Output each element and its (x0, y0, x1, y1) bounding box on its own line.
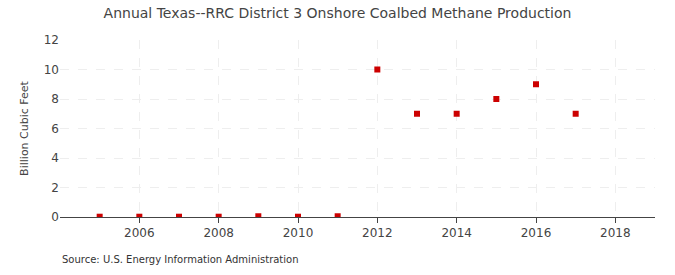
svg-text:10: 10 (44, 63, 59, 77)
svg-text:12: 12 (44, 33, 59, 47)
svg-text:2016: 2016 (521, 226, 552, 240)
svg-text:2008: 2008 (203, 226, 234, 240)
svg-text:2012: 2012 (362, 226, 393, 240)
svg-text:4: 4 (51, 151, 59, 165)
svg-text:6: 6 (51, 122, 59, 136)
svg-text:2: 2 (51, 181, 59, 195)
svg-text:2006: 2006 (124, 226, 155, 240)
svg-text:8: 8 (51, 92, 59, 106)
svg-text:Annual Texas--RRC District 3 O: Annual Texas--RRC District 3 Onshore Coa… (104, 5, 572, 21)
svg-text:Billion Cubic Feet: Billion Cubic Feet (18, 80, 31, 175)
svg-text:Source: U.S. Energy Informatio: Source: U.S. Energy Information Administ… (62, 254, 299, 265)
svg-text:2014: 2014 (441, 226, 472, 240)
svg-text:0: 0 (51, 210, 59, 224)
svg-text:2010: 2010 (283, 226, 314, 240)
svg-text:2018: 2018 (600, 226, 631, 240)
